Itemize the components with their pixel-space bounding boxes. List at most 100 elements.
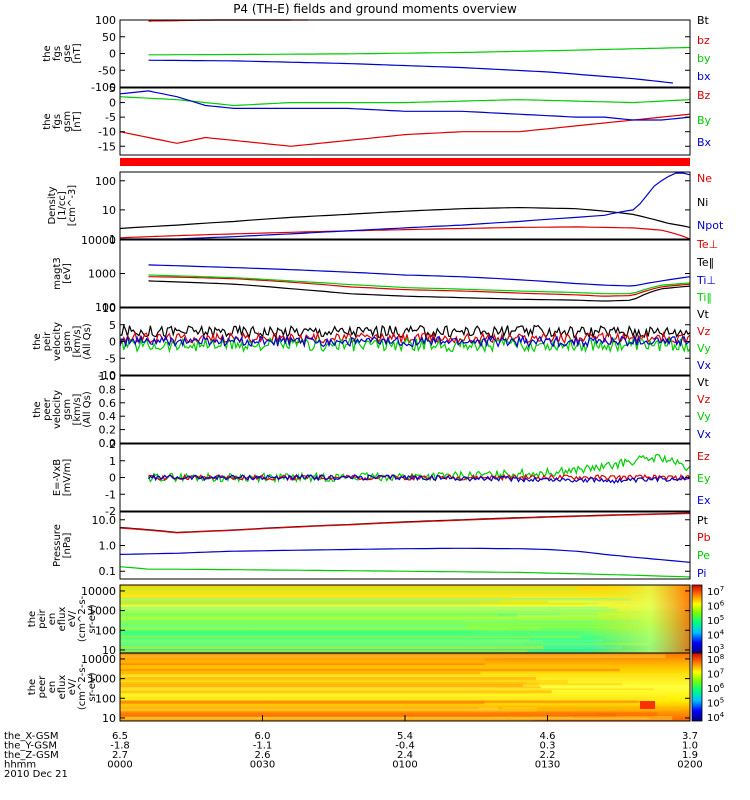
series-line-Pe — [119, 566, 691, 578]
y-axis-label: the — [32, 333, 43, 349]
spectrogram-streak — [120, 599, 548, 604]
spectrogram-streak — [120, 596, 512, 599]
spectrogram-streak — [120, 677, 536, 681]
series-line-bx — [148, 59, 673, 84]
x-tick-label: -1.1 — [253, 741, 273, 752]
series-line-Pb — [119, 512, 691, 534]
spectrogram-streak — [120, 654, 666, 659]
legend-entry: Te⊥ — [696, 238, 718, 251]
legend-entry: Ey — [697, 472, 711, 485]
spectrogram-streak — [120, 709, 616, 711]
y-tick-label: 100 — [95, 175, 116, 188]
spectrogram-streak — [120, 715, 494, 717]
panel-efield: 2 1 0 -1 -2 E=-VxB [mV/m] Ez Ey Ex — [52, 438, 711, 518]
series-line-Bx — [119, 90, 691, 121]
spectrogram-streak — [120, 713, 617, 717]
y-tick-label: 0.4 — [99, 410, 117, 423]
y-axis-label: eflux — [57, 607, 68, 632]
x-tick-label: -0.4 — [395, 741, 415, 752]
spectrogram-streak — [120, 642, 650, 646]
y-axis-label: [cm^-3] — [67, 185, 78, 226]
spectrogram-streak — [120, 592, 647, 594]
spectrogram-streak — [120, 642, 524, 646]
y-tick-label: 10000 — [81, 234, 116, 247]
y-axis-label: [nPa] — [62, 532, 73, 558]
y-axis-label: eV/ — [67, 610, 78, 627]
series-line-Ni — [119, 206, 691, 230]
spectrogram-streak — [120, 672, 465, 675]
panel-fgs_gsm: 5 0-5 -10-15 the fgs gsm [nT] Bz By Bx — [42, 82, 712, 156]
y-axis-label: velocity — [52, 322, 63, 361]
y-tick-label: 100 — [95, 692, 116, 705]
legend-entry: Ti‖ — [696, 291, 712, 304]
y-tick-label: -5 — [105, 111, 116, 124]
legend-entry: Vx — [697, 428, 712, 441]
spectrogram-streak — [120, 650, 664, 652]
y-tick-label: 100 — [95, 14, 116, 27]
y-axis-label: peer — [37, 675, 48, 699]
spectrogram-late-feature — [590, 585, 690, 653]
data-gap-bar — [120, 158, 690, 166]
spectrogram-streak — [120, 602, 587, 606]
spectrogram-late-feature — [640, 701, 655, 709]
colorbar-tick-label: 107 — [707, 668, 724, 681]
spectrogram-streak — [120, 638, 530, 643]
y-axis-label: fgs — [52, 114, 63, 129]
legend-entry: Vy — [697, 410, 711, 423]
y-axis-label: (All Qs) — [82, 391, 93, 428]
legend-entry: Bt — [697, 14, 710, 27]
legend-entry: Vy — [697, 342, 711, 355]
y-axis-label: [eV] — [62, 263, 73, 284]
spectrogram-image — [120, 653, 690, 721]
spectrogram-streak — [120, 600, 480, 605]
legend-entry: Vx — [697, 359, 712, 372]
y-axis-label: velocity — [52, 390, 63, 429]
y-tick-label: -100 — [91, 81, 116, 94]
y-tick-label: 1.0 — [99, 540, 117, 553]
legend-entry: Vt — [697, 376, 710, 389]
series-line-Ti‖ — [148, 274, 691, 295]
y-axis-label: (cm^2-s- — [77, 595, 88, 642]
y-tick-label: 50 — [102, 31, 116, 44]
y-axis-label: the — [27, 611, 38, 627]
series-line-Ey — [147, 453, 691, 484]
series-line-by — [148, 46, 691, 56]
spectrogram-streak — [120, 600, 500, 605]
x-tick-label: 6.0 — [255, 731, 271, 742]
spectrogram-streak — [120, 636, 606, 640]
spectrogram-streak — [120, 587, 578, 591]
y-tick-label: -2 — [105, 505, 116, 518]
y-axis-label: eV/ — [67, 678, 78, 695]
y-axis-label: sr-eV) — [87, 604, 98, 633]
legend-entry: Vt — [697, 308, 710, 321]
spectrogram-streak — [120, 716, 574, 718]
y-tick-label: 10.0 — [92, 514, 117, 527]
x-tick-label: 0030 — [250, 760, 275, 771]
y-tick-label: 1.0 — [99, 370, 117, 383]
y-tick-label: 0.1 — [99, 565, 117, 578]
legend-entry: Ni — [697, 196, 708, 209]
x-tick-label: 0100 — [392, 760, 417, 771]
spectrogram-streak — [120, 700, 485, 705]
y-axis-label: magt3 — [52, 257, 63, 290]
series-line-Pi — [119, 547, 691, 563]
plot-title: P4 (TH-E) fields and ground moments over… — [233, 2, 517, 16]
spectrogram-streak — [120, 717, 650, 720]
y-axis-label: [nT] — [72, 111, 83, 131]
spectrogram-streak — [120, 680, 568, 684]
legend-entry: Npot — [697, 219, 724, 232]
y-axis-label: [1/cc] — [57, 191, 68, 220]
panel-density: 100 10 1 Density [1/cc] [cm^-3] Ne Ni Npot — [47, 171, 724, 246]
series-line-Bz — [119, 113, 691, 147]
y-axis-label: the — [42, 45, 53, 61]
y-tick-label: -10 — [98, 126, 116, 139]
y-tick-label: 1000 — [88, 605, 116, 618]
y-axis-label: gsm — [62, 331, 73, 352]
y-tick-label: 100 — [95, 301, 116, 314]
x-axis-row-label: the_Z-GSM — [4, 750, 59, 761]
spectrogram-streak — [120, 613, 517, 617]
x-tick-label: 3.7 — [682, 731, 698, 742]
spectrogram-streak — [120, 690, 552, 694]
